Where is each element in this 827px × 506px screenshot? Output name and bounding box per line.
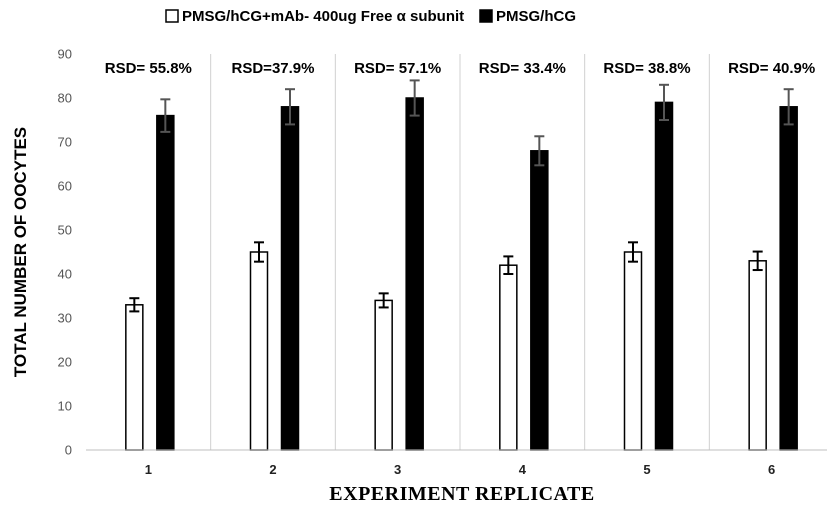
rsd-annotation: RSD= 57.1% bbox=[354, 60, 441, 77]
x-axis-title: EXPERIMENT REPLICATE bbox=[329, 483, 594, 505]
rsd-annotation: RSD= 40.9% bbox=[728, 60, 815, 77]
bar-series-1-replicate-5 bbox=[623, 251, 643, 451]
error-bar bbox=[503, 255, 514, 275]
bar-series-2-replicate-6 bbox=[779, 106, 798, 451]
y-tick-label: 60 bbox=[58, 179, 72, 194]
bar-series-1-replicate-6 bbox=[748, 260, 767, 451]
x-tick-label: 4 bbox=[519, 462, 527, 477]
legend-swatch bbox=[479, 9, 493, 23]
x-tick-label: 5 bbox=[643, 462, 650, 477]
y-tick-label: 80 bbox=[58, 91, 72, 106]
y-tick-label: 40 bbox=[58, 267, 72, 282]
bar-series-2-replicate-3 bbox=[405, 97, 424, 451]
rsd-annotation: RSD= 33.4% bbox=[479, 60, 566, 77]
y-tick-label: 0 bbox=[65, 443, 72, 458]
annotations: RSD= 55.8% RSD=37.9% RSD= 57.1% RSD= 33.4% R… bbox=[105, 60, 815, 77]
y-tick-label: 90 bbox=[58, 47, 72, 62]
y-tick-label: 30 bbox=[58, 311, 72, 326]
bars bbox=[125, 97, 798, 451]
error-bars bbox=[129, 79, 794, 313]
x-tick-label: 1 bbox=[145, 462, 152, 477]
legend: PMSG/hCG+mAb- 400ug Free α subunit PMSG/h… bbox=[165, 8, 576, 25]
error-bar bbox=[378, 292, 389, 309]
bar-series-1-replicate-1 bbox=[125, 304, 144, 451]
error-bar bbox=[409, 79, 420, 117]
error-bar bbox=[254, 241, 264, 263]
error-bar bbox=[534, 135, 545, 167]
y-axis: 0 10 20 30 40 50 60 70 80 90 bbox=[58, 47, 72, 458]
error-bar bbox=[129, 297, 140, 313]
bar-series-1-replicate-4 bbox=[499, 264, 518, 451]
error-bar bbox=[659, 83, 669, 121]
bar-series-2-replicate-4 bbox=[530, 150, 549, 451]
legend-label: PMSG/hCG+mAb- 400ug Free α subunit bbox=[182, 8, 464, 25]
bar-series-1-replicate-2 bbox=[249, 251, 269, 451]
error-bar bbox=[285, 88, 295, 126]
bar-series-1-replicate-3 bbox=[374, 299, 393, 451]
x-tick-label: 3 bbox=[394, 462, 401, 477]
bar-series-2-replicate-2 bbox=[280, 106, 300, 451]
y-tick-label: 70 bbox=[58, 135, 72, 150]
legend-swatch bbox=[165, 9, 179, 23]
error-bar bbox=[783, 88, 794, 126]
x-tick-label: 6 bbox=[768, 462, 775, 477]
legend-item-2: PMSG/hCG bbox=[479, 8, 576, 25]
x-tick-label: 2 bbox=[269, 462, 276, 477]
y-tick-label: 10 bbox=[58, 399, 72, 414]
y-tick-label: 50 bbox=[58, 223, 72, 238]
rsd-annotation: RSD= 55.8% bbox=[105, 60, 192, 77]
y-axis-title: TOTAL NUMBER OF OOCYTES bbox=[11, 127, 30, 377]
bar-series-2-replicate-1 bbox=[156, 114, 175, 451]
y-tick-label: 20 bbox=[58, 355, 72, 370]
bar-series-2-replicate-5 bbox=[654, 101, 674, 451]
error-bar bbox=[628, 241, 638, 263]
rsd-annotation: RSD= 38.8% bbox=[603, 60, 690, 77]
legend-item-1: PMSG/hCG+mAb- 400ug Free α subunit bbox=[165, 8, 464, 25]
error-bar bbox=[160, 98, 171, 133]
category-separators bbox=[210, 54, 710, 450]
x-axis: 1 2 3 4 5 6 bbox=[86, 449, 827, 477]
legend-label: PMSG/hCG bbox=[496, 8, 576, 25]
rsd-annotation: RSD=37.9% bbox=[232, 60, 315, 77]
error-bar bbox=[752, 250, 763, 272]
